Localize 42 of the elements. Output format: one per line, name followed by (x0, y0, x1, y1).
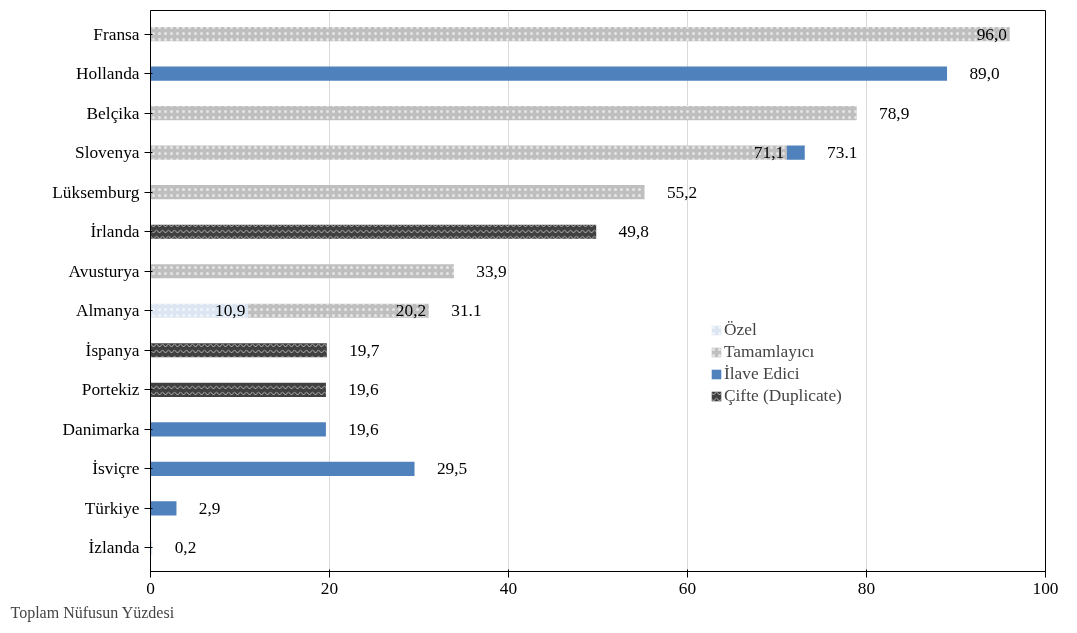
data-label: 29,5 (436, 459, 468, 479)
x-axis-title: Toplam Nüfusun Yüzdesi (10, 603, 175, 622)
y-tick-label: Lüksemburg (52, 182, 140, 202)
data-label: 20,2 (395, 301, 427, 321)
total-label: 73.1 (827, 143, 858, 163)
data-label: 0,2 (174, 538, 197, 558)
data-label: 89,0 (969, 64, 1000, 84)
data-label: 49,8 (618, 222, 649, 242)
y-tick-label: İzlanda (88, 538, 140, 558)
x-tick-label: 80 (857, 578, 876, 598)
y-tick-label: Slovenya (75, 143, 140, 163)
data-label: 2,9 (198, 498, 221, 518)
y-tick-label: Fransa (93, 24, 140, 44)
x-tick-label: 20 (320, 578, 339, 598)
x-tick-label: 0 (146, 578, 155, 598)
data-label: 19,6 (348, 419, 379, 439)
y-tick-label: İrlanda (90, 222, 140, 242)
data-label: 78,9 (879, 103, 910, 123)
data-label: 71,1 (753, 143, 785, 163)
total-label: 31.1 (451, 301, 482, 321)
y-tick-label: Almanya (75, 301, 140, 321)
legend-label: İlave Edici (724, 364, 800, 384)
y-tick-label: Türkiye (84, 498, 140, 518)
y-tick-label: Belçika (86, 103, 140, 123)
x-tick-label: 60 (678, 578, 697, 598)
data-label: 55,2 (666, 182, 698, 202)
data-label: 10,9 (215, 301, 246, 321)
legend-label: Tamamlayıcı (724, 342, 815, 362)
y-tick-label: Danimarka (62, 419, 140, 439)
data-label: 19,7 (349, 340, 380, 360)
y-tick-label: İsviçre (92, 459, 140, 479)
y-tick-label: Hollanda (75, 64, 140, 84)
y-tick-label: İspanya (85, 340, 140, 360)
y-tick-label: Avusturya (68, 261, 140, 281)
data-label: 19,6 (348, 380, 379, 400)
data-label: 96,0 (976, 24, 1008, 44)
legend-label: Özel (724, 320, 757, 340)
legend-label: Çifte (Duplicate) (724, 386, 842, 406)
y-tick-label: Portekiz (81, 380, 140, 400)
x-tick-label: 40 (499, 578, 518, 598)
data-label: 33,9 (476, 261, 507, 281)
x-tick-label: 100 (1032, 578, 1059, 598)
